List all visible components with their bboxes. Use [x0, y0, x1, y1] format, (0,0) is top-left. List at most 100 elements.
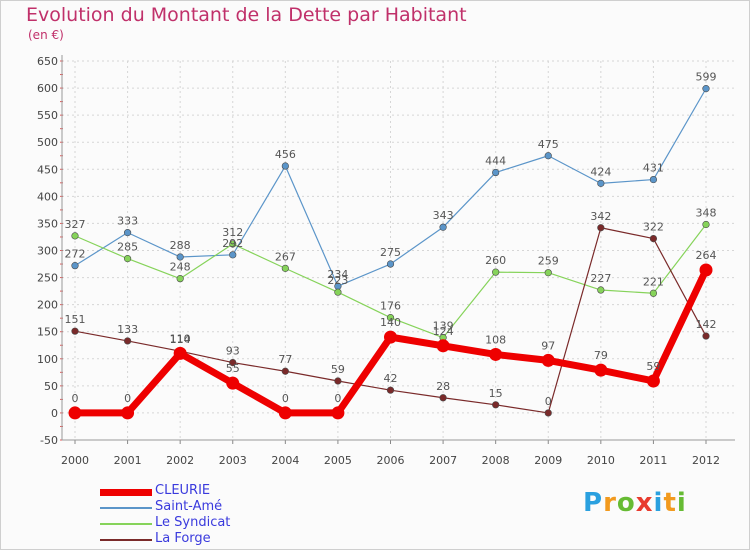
data-point	[384, 330, 397, 344]
logo-letter: o	[616, 488, 636, 518]
data-point	[702, 332, 710, 340]
data-point	[649, 234, 658, 243]
x-tick-label: 2000	[61, 454, 89, 467]
y-tick-label: 50	[44, 380, 58, 393]
data-label: 59	[646, 360, 660, 373]
data-point	[123, 255, 132, 263]
logo-letter: i	[653, 488, 664, 518]
data-label: 260	[485, 254, 506, 267]
x-tick-label: 2012	[692, 454, 720, 467]
data-label: 0	[545, 395, 552, 408]
data-label: 139	[433, 320, 454, 333]
data-point	[121, 406, 135, 420]
data-point	[489, 347, 503, 361]
data-point	[334, 377, 342, 385]
legend-label: CLEURIE	[155, 483, 211, 498]
y-tick-label: 150	[37, 326, 58, 339]
data-point	[71, 232, 79, 240]
grid	[62, 60, 735, 441]
data-label: 424	[590, 165, 611, 178]
data-point	[278, 406, 292, 420]
data-point	[544, 152, 552, 160]
data-label: 42	[384, 372, 398, 385]
data-point	[492, 268, 500, 276]
data-label: 97	[541, 339, 555, 352]
legend-swatch	[100, 539, 152, 541]
data-point	[649, 289, 658, 297]
data-label: 110	[170, 332, 191, 345]
x-tick-label: 2007	[429, 454, 457, 467]
data-label: 292	[222, 237, 243, 250]
data-label: 264	[696, 249, 717, 262]
data-point	[646, 374, 660, 388]
data-label: 223	[327, 274, 348, 287]
data-label: 142	[696, 318, 717, 331]
data-label: 133	[117, 323, 138, 336]
series-lines	[68, 85, 713, 420]
x-tick-label: 2003	[219, 454, 247, 467]
data-label: 0	[334, 392, 341, 405]
data-label: 348	[696, 207, 717, 220]
x-tick-label: 2008	[482, 454, 510, 467]
data-point	[597, 286, 605, 294]
data-point	[281, 264, 289, 272]
data-point	[439, 223, 447, 231]
data-label: 343	[433, 209, 454, 222]
data-point	[176, 253, 184, 261]
legend-label: Le Syndicat	[155, 515, 231, 530]
y-tick-label: 200	[37, 299, 58, 312]
data-label: 0	[72, 392, 79, 405]
data-point	[386, 386, 395, 394]
y-tick-label: 550	[37, 109, 58, 122]
data-point	[597, 224, 605, 232]
legend-swatch	[100, 523, 152, 525]
data-point	[68, 406, 82, 420]
logo-letter: x	[635, 488, 654, 518]
data-point	[649, 175, 658, 184]
data-label: 234	[327, 268, 348, 281]
data-label: 272	[65, 248, 86, 261]
data-label: 285	[117, 241, 138, 254]
y-tick-label: 650	[37, 55, 58, 68]
data-point	[597, 179, 605, 187]
data-label: 0	[124, 392, 131, 405]
y-tick-label: 350	[37, 217, 58, 230]
x-tick-label: 2011	[639, 454, 667, 467]
y-tick-label: 450	[37, 163, 58, 176]
data-label: 267	[275, 250, 296, 263]
chart-title: Evolution du Montant de la Dette par Hab…	[26, 4, 467, 26]
data-label: 28	[436, 380, 450, 393]
proxiti-logo: Proxiti	[583, 488, 687, 518]
logo-letter: r	[603, 488, 617, 518]
data-label: 275	[380, 246, 401, 259]
data-label: 333	[117, 215, 138, 228]
x-tick-label: 2004	[271, 454, 299, 467]
x-tick-label: 2001	[114, 454, 142, 467]
y-tick-label: 400	[37, 190, 58, 203]
data-label: 124	[433, 325, 454, 338]
data-label: 140	[380, 316, 401, 329]
data-point	[541, 353, 555, 367]
legend-label: Saint-Amé	[155, 499, 223, 514]
legend-swatch	[100, 488, 152, 496]
legend-swatch	[100, 507, 152, 509]
logo-letter: i	[676, 488, 687, 518]
data-point	[492, 168, 500, 177]
x-tick-label: 2006	[377, 454, 405, 467]
data-point	[544, 269, 552, 277]
data-label: 55	[226, 362, 240, 375]
data-label: 15	[489, 387, 503, 400]
data-label: 221	[643, 275, 664, 288]
data-label: 312	[222, 226, 243, 239]
data-label: 114	[170, 333, 191, 346]
data-point	[334, 288, 342, 296]
y-tick-label: 100	[37, 353, 58, 366]
data-label: 342	[590, 210, 611, 223]
data-label: 79	[594, 349, 608, 362]
data-point	[176, 275, 184, 283]
data-point	[594, 363, 608, 377]
logo-letter: P	[583, 488, 604, 518]
data-point	[123, 337, 132, 345]
data-label: 259	[538, 255, 559, 268]
